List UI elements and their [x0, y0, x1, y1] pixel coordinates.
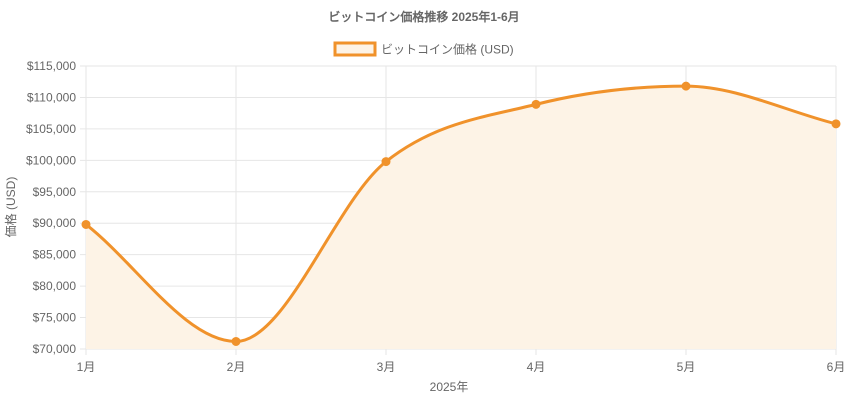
- data-point[interactable]: [831, 119, 841, 129]
- series-area-fill: [86, 86, 836, 349]
- data-points-layer: [81, 81, 841, 346]
- series-line: [85, 84, 837, 343]
- data-point[interactable]: [381, 157, 391, 167]
- y-tick-label: $80,000: [33, 279, 77, 293]
- y-axis-label: 価格 (USD): [3, 177, 18, 238]
- x-axis-label: 2025年: [430, 380, 469, 394]
- y-tick-label: $70,000: [33, 342, 77, 356]
- legend-label: ビットコイン価格 (USD): [381, 42, 514, 57]
- y-tick-label: $85,000: [33, 248, 77, 262]
- y-tick-label: $75,000: [33, 311, 77, 325]
- data-point[interactable]: [231, 336, 241, 346]
- x-tick-label: 4月: [527, 360, 546, 374]
- data-point[interactable]: [681, 81, 691, 91]
- legend-swatch: [333, 41, 377, 57]
- data-point[interactable]: [531, 99, 541, 109]
- data-point[interactable]: [81, 219, 91, 229]
- y-axis-ticks: $115,000 $110,000 $105,000 $100,000 $95,000 $…: [26, 59, 76, 356]
- y-tick-label: $90,000: [33, 216, 77, 230]
- x-tick-label: 3月: [377, 360, 396, 374]
- x-tick-label: 2月: [227, 360, 246, 374]
- x-tick-label: 5月: [677, 360, 696, 374]
- y-tick-label: $115,000: [27, 59, 76, 73]
- x-tick-label: 1月: [77, 360, 96, 374]
- chart-title: ビットコイン価格推移 2025年1-6月: [328, 9, 519, 24]
- x-axis-ticks: 1月 2月 3月 4月 5月 6月: [77, 360, 846, 374]
- series-line-layer: [85, 84, 837, 343]
- y-tick-label: $100,000: [26, 153, 76, 167]
- y-tick-label: $95,000: [33, 185, 77, 199]
- x-tick-label: 6月: [827, 360, 846, 374]
- y-tick-label: $110,000: [27, 90, 76, 104]
- area-fill-layer: [86, 86, 836, 349]
- legend[interactable]: ビットコイン価格 (USD): [333, 41, 514, 57]
- y-tick-label: $105,000: [26, 122, 76, 136]
